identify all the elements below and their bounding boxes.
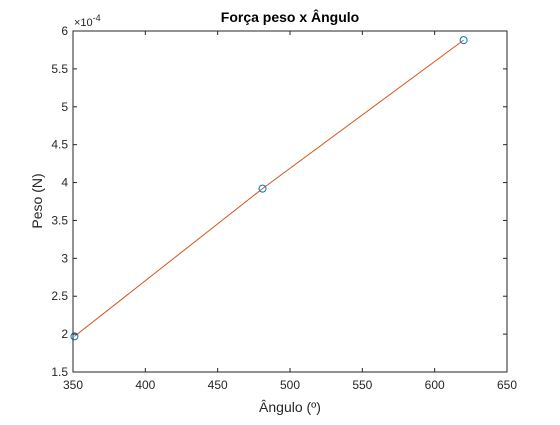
data-point xyxy=(258,184,267,193)
y-tick-label: 5 xyxy=(61,100,68,114)
plot-area xyxy=(73,31,507,372)
y-exponent-label: ×10-4 xyxy=(74,13,101,29)
y-tick-label: 4.5 xyxy=(51,138,68,152)
y-tick-label: 3 xyxy=(61,251,68,265)
data-point xyxy=(70,332,79,341)
x-tick-label: 550 xyxy=(352,378,372,392)
y-exponent-power: -4 xyxy=(93,13,101,23)
x-tick-label: 450 xyxy=(208,378,228,392)
ticks: 350 400 450 500 550 600 650 1.5 2 2.5 3 3.5 4 4.5 5 5.5… xyxy=(51,24,517,392)
y-tick-label: 2 xyxy=(61,327,68,341)
y-tick-label: 2.5 xyxy=(51,289,68,303)
y-tick-label: 6 xyxy=(61,24,68,38)
chart-marks xyxy=(70,36,468,341)
x-tick-label: 500 xyxy=(280,378,300,392)
y-tick-label: 5.5 xyxy=(51,62,68,76)
x-tick-label: 350 xyxy=(63,378,83,392)
fit-line xyxy=(74,39,464,337)
y-tick-label: 4 xyxy=(61,176,68,190)
y-tick-label: 3.5 xyxy=(51,213,68,227)
chart-title: Força peso x Ângulo xyxy=(221,8,359,25)
y-axis-label: Peso (N) xyxy=(29,173,45,228)
data-point xyxy=(459,36,468,45)
y-tick-label: 1.5 xyxy=(51,365,68,379)
x-axis-label: Ângulo (º) xyxy=(259,399,321,415)
x-tick-label: 600 xyxy=(425,378,445,392)
y-exponent-base: ×10 xyxy=(74,17,93,29)
x-tick-label: 650 xyxy=(497,378,517,392)
x-tick-label: 400 xyxy=(135,378,155,392)
